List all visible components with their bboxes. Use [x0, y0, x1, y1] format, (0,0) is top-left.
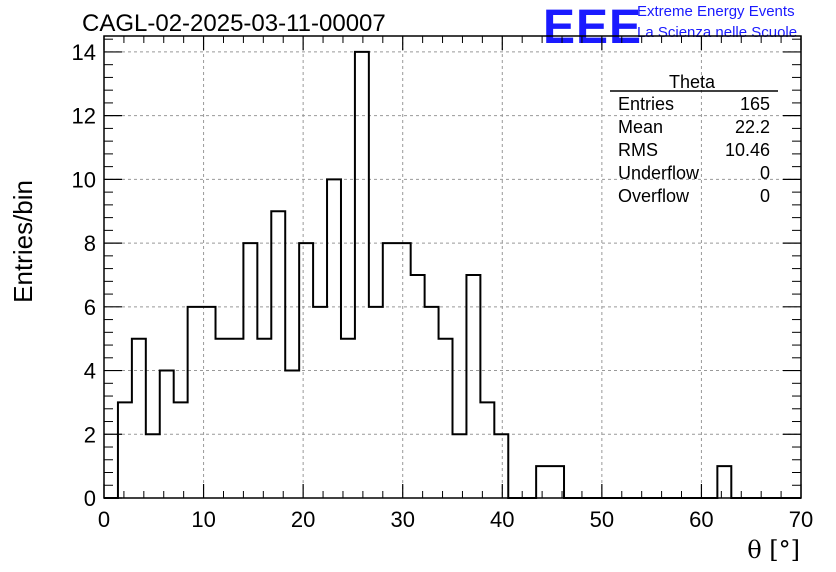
x-tick-label: 60	[689, 507, 713, 532]
axis-tick-labels: 0 10 20 30 40 50 60 70 0 2 4 6 8 10 12 14	[72, 40, 814, 532]
x-tick-label: 20	[291, 507, 315, 532]
stats-row-label: Entries	[618, 94, 674, 114]
histogram-bin	[313, 307, 327, 498]
stats-row-value: 0	[760, 163, 770, 183]
histogram-bin	[355, 52, 369, 498]
axis-ticks	[103, 36, 802, 499]
histogram-bin	[257, 339, 271, 498]
histogram-bin	[327, 179, 341, 498]
histogram-bin	[536, 466, 550, 498]
stats-box: Theta Entries 165 Mean 22.2 RMS 10.46 Underflo…	[610, 72, 778, 206]
histogram-bin	[132, 339, 146, 498]
stats-row-label: Underflow	[618, 163, 700, 183]
histogram-bin	[411, 275, 425, 498]
histogram-bin	[146, 434, 160, 498]
eee-logo: EEE	[543, 1, 643, 54]
histogram-bin	[174, 402, 188, 498]
logo-tagline-1: Extreme Energy Events	[637, 3, 795, 20]
histogram-bin	[466, 275, 480, 498]
histogram-bin	[216, 339, 230, 498]
stats-box-title: Theta	[669, 72, 716, 92]
stats-row-value: 10.46	[725, 140, 770, 160]
stats-row-label: Mean	[618, 117, 663, 137]
x-tick-label: 70	[789, 507, 813, 532]
x-tick-label: 50	[590, 507, 614, 532]
stats-row-value: 22.2	[735, 117, 770, 137]
histogram-bin	[271, 211, 285, 498]
histogram-bin	[229, 339, 243, 498]
x-axis-label: θ [°]	[747, 536, 800, 564]
y-tick-label: 0	[84, 486, 96, 511]
y-tick-label: 14	[72, 40, 96, 65]
histogram-bin	[717, 466, 731, 498]
stats-row-label: RMS	[618, 140, 658, 160]
y-tick-label: 8	[84, 231, 96, 256]
y-tick-label: 12	[72, 104, 96, 129]
x-tick-label: 40	[490, 507, 514, 532]
histogram-bin	[188, 307, 202, 498]
stats-row-label: Overflow	[618, 186, 690, 206]
stats-row-value: 165	[740, 94, 770, 114]
histogram-bin	[453, 434, 467, 498]
histogram-bin	[425, 307, 439, 498]
histogram-outline	[104, 50, 801, 499]
y-tick-label: 2	[84, 422, 96, 447]
y-axis-label: Entries/bin	[8, 180, 38, 303]
plot-frame	[103, 35, 802, 499]
histogram-bin	[494, 434, 508, 498]
histogram-bars	[104, 50, 801, 499]
histogram-bin	[369, 307, 383, 498]
histogram-bin	[118, 402, 132, 498]
histogram-bin	[299, 243, 313, 498]
x-tick-label: 0	[98, 507, 110, 532]
y-tick-label: 4	[84, 359, 96, 384]
histogram-bin	[480, 402, 494, 498]
histogram-bin	[341, 339, 355, 498]
stats-row-value: 0	[760, 186, 770, 206]
x-tick-label: 30	[390, 507, 414, 532]
histogram-bin	[439, 339, 453, 498]
chart-title: CAGL-02-2025-03-11-00007	[82, 10, 386, 37]
x-tick-label: 10	[191, 507, 215, 532]
y-tick-label: 10	[72, 167, 96, 192]
y-tick-label: 6	[84, 295, 96, 320]
